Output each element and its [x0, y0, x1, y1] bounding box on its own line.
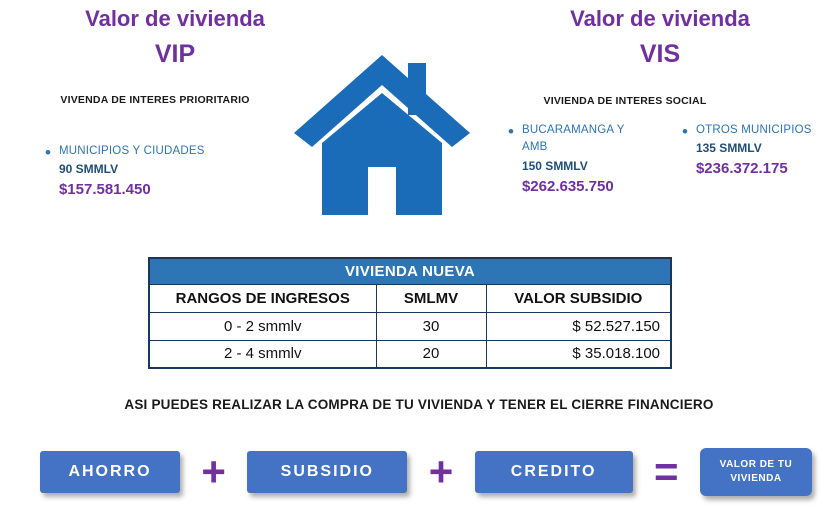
- table-header-smlmv: SMLMV: [375, 283, 487, 313]
- table-title: VIVIENDA NUEVA: [148, 257, 672, 285]
- equation-row: AHORRO + SUBSIDIO + CREDITO = VALOR DE T…: [40, 448, 812, 496]
- vis-subtitle: VIS: [639, 40, 681, 68]
- plus-icon: +: [201, 448, 226, 495]
- table-row: 2 - 4 smmlv 20 $ 35.018.100: [148, 339, 672, 369]
- cell-valor: $ 35.018.100: [485, 339, 672, 369]
- vip-item-label: MUNICIPIOS Y CIUDADES: [58, 145, 205, 157]
- table-header-valor: VALOR SUBSIDIO: [485, 283, 672, 313]
- cell-smlmv: 20: [375, 339, 487, 369]
- equals-icon: =: [654, 448, 679, 495]
- vip-title: Valor de vivienda: [85, 6, 265, 31]
- vip-item-value: $157.581.450: [58, 181, 151, 199]
- table-header-rangos: RANGOS DE INGRESOS: [148, 283, 377, 313]
- vis-item-otros: • OTROS MUNICIPIOS 135 SMMLV $236.372.17…: [682, 122, 838, 181]
- table-row: 0 - 2 smmlv 30 $ 52.527.150: [148, 311, 672, 341]
- vip-subtitle: VIP: [154, 40, 196, 68]
- valor-vivienda-result: VALOR DE TU VIVIENDA: [699, 448, 812, 496]
- vip-description: VIVENDA DE INTERES PRIORITARIO: [60, 94, 250, 106]
- bullet-icon: •: [508, 122, 514, 141]
- cell-valor: $ 52.527.150: [485, 311, 672, 341]
- subsidio-button: SUBSIDIO: [247, 451, 408, 493]
- vip-item-smmlv: 90 SMMLV: [58, 162, 119, 177]
- vis-item-value: $262.635.750: [521, 177, 614, 195]
- vis-title: Valor de vivienda: [570, 6, 750, 31]
- vis-item-label: BUCARAMANGA Y AMB: [521, 124, 625, 154]
- vis-item-label: OTROS MUNICIPIOS: [695, 124, 812, 136]
- cell-rango: 2 - 4 smmlv: [148, 339, 377, 369]
- vis-item-bucaramanga: • BUCARAMANGA Y AMB 150 SMMLV $262.635.7…: [508, 122, 668, 198]
- cell-rango: 0 - 2 smmlv: [148, 311, 377, 341]
- bullet-icon: •: [682, 122, 688, 141]
- bullet-icon: •: [45, 143, 51, 162]
- vip-item: • MUNICIPIOS Y CIUDADES 90 SMMLV $157.58…: [45, 143, 265, 202]
- house-icon: [292, 55, 472, 215]
- footer-message: ASI PUEDES REALIZAR LA COMPRA DE TU VIVI…: [124, 397, 714, 412]
- credito-button: CREDITO: [474, 451, 633, 493]
- vis-item-smmlv: 150 SMMLV: [521, 158, 588, 173]
- vis-item-value: $236.372.175: [695, 160, 788, 178]
- plus-icon: +: [428, 448, 454, 495]
- subsidy-table: VIVIENDA NUEVA RANGOS DE INGRESOS SMLMV …: [148, 257, 673, 369]
- cell-smlmv: 30: [375, 311, 487, 341]
- vis-item-smmlv: 135 SMMLV: [695, 141, 762, 156]
- ahorro-button: AHORRO: [40, 451, 180, 493]
- vis-description: VIVIENDA DE INTERES SOCIAL: [543, 95, 707, 107]
